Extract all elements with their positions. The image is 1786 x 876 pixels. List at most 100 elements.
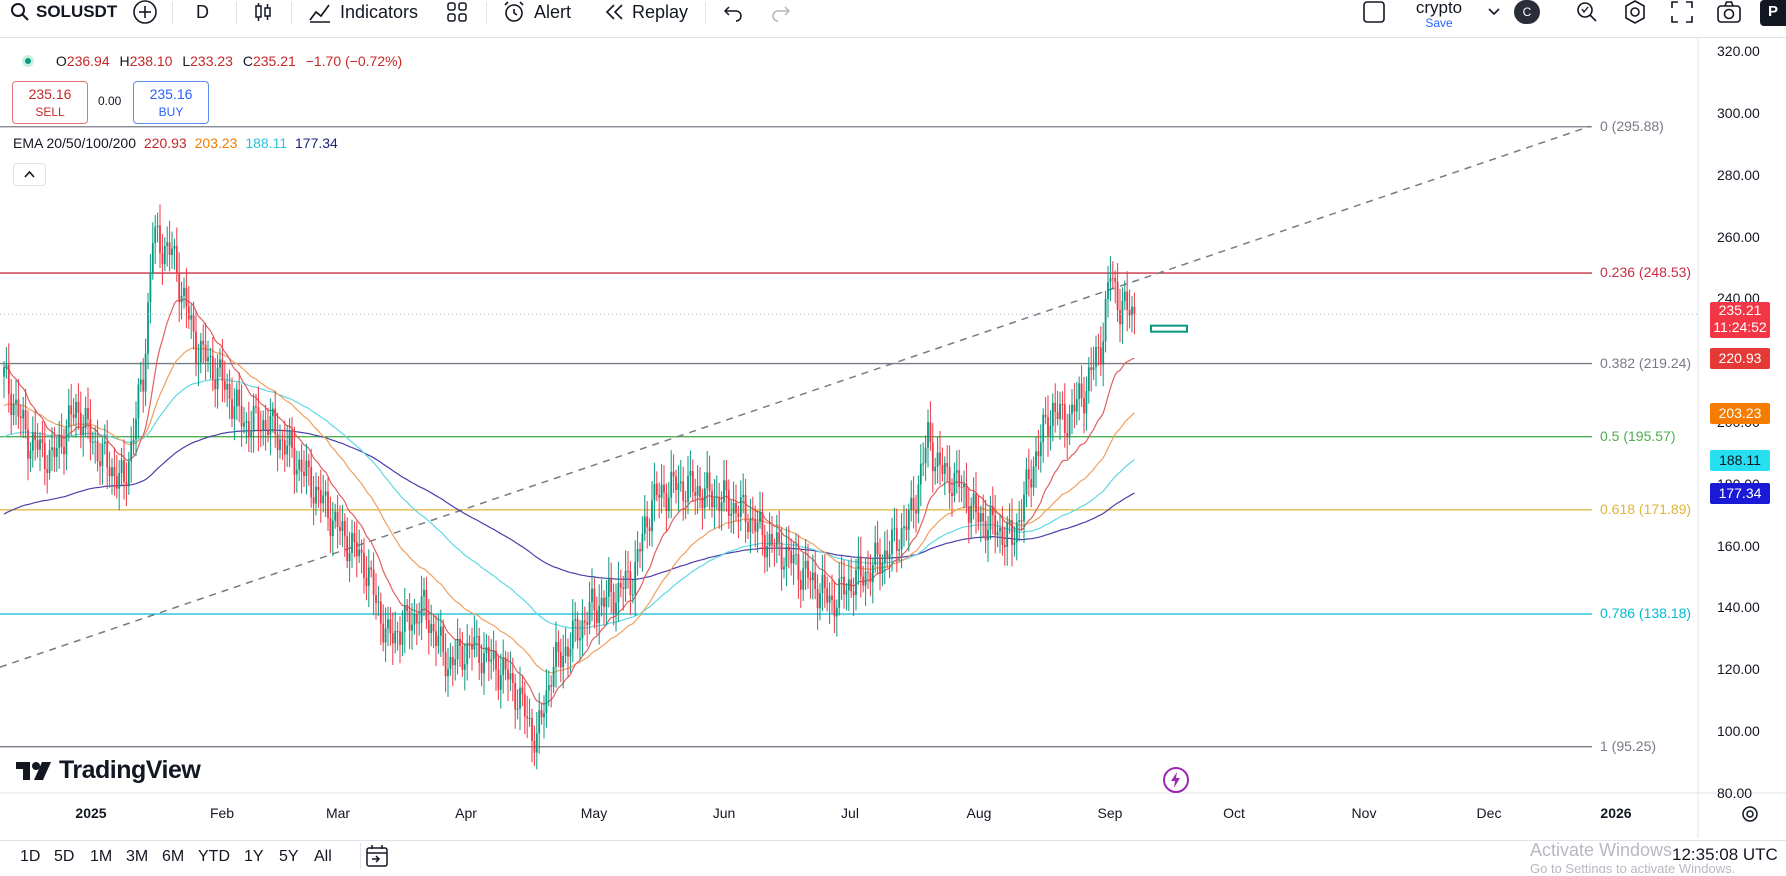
utc-clock[interactable]: 12:35:08 UTC <box>1672 845 1778 864</box>
publish-button[interactable]: P <box>1760 0 1786 26</box>
candle-body <box>869 572 872 583</box>
candle-body <box>783 566 785 570</box>
candle-body <box>636 549 639 562</box>
candle-body <box>475 636 478 638</box>
candle-body <box>991 506 994 516</box>
layout-toggle[interactable] <box>1362 0 1386 24</box>
candle-body <box>425 589 428 621</box>
candle-body <box>271 408 274 417</box>
candle-body <box>411 624 413 631</box>
candle-body <box>1078 383 1081 399</box>
candle-body <box>936 452 939 467</box>
candle-body <box>259 430 262 432</box>
event-marker[interactable] <box>1163 767 1189 793</box>
candle-body <box>490 659 493 662</box>
symbol-search[interactable]: SOLUSDT <box>10 0 117 24</box>
candle-body <box>221 359 224 381</box>
candle-body <box>1080 383 1083 399</box>
range-button-6m[interactable]: 6M <box>162 848 185 865</box>
price-tick: 80.00 <box>1717 784 1753 801</box>
price-tick: 260.00 <box>1717 228 1760 245</box>
ema-legend[interactable]: EMA 20/50/100/200 220.93 203.23 188.11 1… <box>13 135 338 151</box>
candle-body <box>7 364 10 395</box>
legend-collapse-button[interactable] <box>13 163 46 186</box>
replay-button[interactable]: Replay <box>604 0 688 24</box>
plus-circle-icon <box>133 0 157 24</box>
layout-menu[interactable] <box>1487 0 1501 24</box>
user-avatar[interactable]: C <box>1514 0 1540 24</box>
candle-body <box>958 470 961 487</box>
low-value: 233.23 <box>190 53 233 69</box>
undo-button[interactable] <box>722 0 744 24</box>
quick-search-button[interactable] <box>1575 0 1599 24</box>
candle-body <box>737 513 740 517</box>
candle-body <box>1099 347 1102 365</box>
candle-body <box>451 656 454 666</box>
candle-body <box>65 427 68 455</box>
candle-body <box>29 450 32 459</box>
range-button-1m[interactable]: 1M <box>90 848 113 865</box>
range-button-1d[interactable]: 1D <box>20 848 41 865</box>
candle-body <box>1116 281 1119 311</box>
candle-body <box>3 367 5 377</box>
range-button-5d[interactable]: 5D <box>54 848 75 865</box>
price-chart[interactable] <box>0 38 1786 838</box>
candle-body <box>850 579 853 592</box>
ema20-line <box>3 298 1135 705</box>
candle-body <box>1073 404 1076 412</box>
buy-button[interactable]: 235.16 BUY <box>133 81 209 124</box>
candle-body <box>363 552 365 578</box>
candle-body <box>907 510 910 530</box>
compare-button[interactable] <box>132 0 158 24</box>
candle-body <box>799 579 802 590</box>
candle-body <box>252 406 255 432</box>
candle-body <box>744 495 747 523</box>
redo-icon <box>772 6 791 22</box>
range-button-1y[interactable]: 1Y <box>244 848 264 865</box>
candle-body <box>1035 451 1037 467</box>
candle-body <box>103 441 106 444</box>
snapshot-button[interactable] <box>1716 0 1742 24</box>
candle-body <box>533 740 536 753</box>
chart-type-button[interactable] <box>252 0 274 24</box>
templates-button[interactable] <box>446 0 468 24</box>
candle-body <box>214 379 217 390</box>
candle-body <box>622 587 625 590</box>
range-button-5y[interactable]: 5Y <box>279 848 299 865</box>
candle-body <box>919 463 922 485</box>
candle-body <box>372 569 375 596</box>
candle-body <box>423 589 425 597</box>
date-range-button[interactable] <box>364 843 390 874</box>
candle-body <box>298 459 301 470</box>
alert-button[interactable]: Alert <box>502 0 571 24</box>
candle-body <box>631 594 634 596</box>
candle-body <box>209 355 212 358</box>
settings-button[interactable] <box>1622 0 1648 24</box>
range-button-ytd[interactable]: YTD <box>198 848 230 865</box>
candle-body <box>403 605 406 632</box>
axis-settings-button[interactable] <box>1740 804 1760 829</box>
candle-body <box>307 460 310 468</box>
redo-button[interactable] <box>770 0 792 24</box>
range-button-3m[interactable]: 3M <box>126 848 149 865</box>
time-tick: Mar <box>325 805 351 821</box>
open-key: O <box>55 53 67 69</box>
ohlc-legend: O236.94 H238.10 L233.23 C235.21 −1.70 (−… <box>22 53 402 69</box>
indicators-button[interactable]: Indicators <box>308 0 418 24</box>
layout-save[interactable]: crypto Save <box>1412 0 1466 30</box>
candle-body <box>171 248 173 256</box>
candle-body <box>137 384 140 419</box>
range-button-all[interactable]: All <box>314 848 332 865</box>
sell-button[interactable]: 235.16 SELL <box>12 81 88 124</box>
candle-body <box>408 610 411 631</box>
tradingview-logo[interactable]: TradingView <box>16 756 201 785</box>
candle-body <box>742 495 745 498</box>
candle-body <box>36 440 39 450</box>
save-label: Save <box>1425 16 1453 30</box>
candle-body <box>607 578 610 597</box>
interval-button[interactable]: D <box>196 0 209 24</box>
fullscreen-button[interactable] <box>1670 0 1694 24</box>
candle-body <box>627 570 629 572</box>
candle-body <box>276 434 279 451</box>
candle-body <box>139 379 142 385</box>
